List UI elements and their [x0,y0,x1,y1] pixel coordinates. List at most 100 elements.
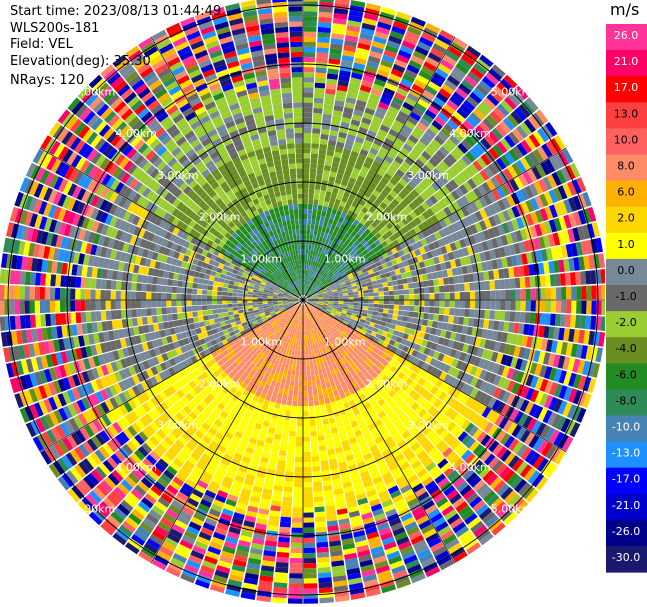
velocity-gate [538,351,546,364]
velocity-gate [58,407,69,422]
velocity-gate [409,211,418,220]
velocity-gate [381,584,397,594]
velocity-gate [496,103,510,117]
velocity-gate [463,408,473,419]
velocity-gate [391,565,406,575]
velocity-gate [551,171,562,186]
velocity-gate [402,143,413,153]
velocity-gate [180,368,189,377]
velocity-gate [367,536,381,545]
velocity-gate [371,371,378,379]
velocity-gate [303,234,307,240]
velocity-gate [432,422,442,433]
velocity-gate [345,495,357,503]
velocity-gate [165,408,175,419]
velocity-gate [389,270,396,277]
velocity-gate [383,185,392,194]
velocity-gate [288,593,303,599]
velocity-gate [331,309,337,313]
velocity-gate [322,280,328,286]
velocity-gate [267,345,273,351]
velocity-gate [438,229,447,238]
velocity-gate [167,376,176,386]
velocity-gate [447,251,455,261]
velocity-gate [182,337,190,346]
velocity-gate [321,470,331,477]
velocity-gate [310,370,315,376]
velocity-gate [316,536,328,543]
velocity-gate [264,540,277,547]
velocity-gate [239,535,252,543]
velocity-gate [373,453,384,462]
velocity-gate [567,357,576,372]
velocity-gate [404,434,415,444]
velocity-gate [452,341,460,350]
velocity-gate [245,338,252,345]
velocity-gate [377,398,386,407]
velocity-gate [335,232,341,239]
velocity-gate [327,257,333,264]
velocity-gate [314,278,318,284]
velocity-gate [368,386,377,395]
velocity-gate [350,0,366,8]
velocity-gate [489,476,502,490]
velocity-gate [511,205,521,218]
velocity-gate [343,106,354,114]
velocity-gate [406,525,420,536]
velocity-gate [123,367,132,378]
velocity-gate [357,549,371,558]
velocity-gate [296,319,299,325]
velocity-gate [327,306,333,310]
velocity-gate [388,304,394,310]
velocity-gate [424,146,435,157]
velocity-gate [197,503,210,513]
velocity-gate [381,233,389,241]
velocity-gate [184,478,197,489]
velocity-gate [258,397,265,404]
velocity-gate [440,329,447,338]
velocity-gate [557,185,568,200]
velocity-gate [331,260,337,266]
velocity-gate [310,271,314,277]
velocity-gate [359,318,366,324]
velocity-gate [291,306,296,311]
velocity-gate [281,352,286,358]
velocity-gate [305,345,309,351]
velocity-gate [305,269,308,275]
velocity-gate [107,351,115,363]
velocity-gate [345,30,360,38]
velocity-gate [446,268,453,277]
velocity-gate [407,152,418,162]
velocity-gate [335,383,342,390]
velocity-gate [514,311,521,323]
velocity-gate [348,82,361,90]
velocity-gate [314,333,318,339]
velocity-gate [305,280,308,286]
velocity-gate [337,227,344,235]
velocity-gate [568,213,577,228]
velocity-gate [465,364,473,374]
velocity-gate [257,513,269,520]
velocity-gate [464,192,474,204]
velocity-gate [331,247,336,254]
velocity-gate [303,547,316,554]
velocity-gate [227,427,236,436]
velocity-gate [285,342,289,349]
velocity-gate [465,385,475,396]
velocity-gate [354,360,361,367]
velocity-gate [507,92,521,107]
velocity-gate [449,493,462,505]
velocity-gate [513,242,521,255]
velocity-gate [336,309,343,313]
velocity-gate [251,411,260,419]
velocity-gate [359,199,367,207]
velocity-gate [376,440,387,449]
velocity-gate [371,253,378,260]
velocity-gate [503,321,510,332]
velocity-gate [249,335,256,342]
velocity-gate [568,197,578,212]
velocity-gate [449,284,455,292]
velocity-gate [361,206,369,214]
velocity-gate [563,258,570,272]
velocity-gate [134,434,145,446]
